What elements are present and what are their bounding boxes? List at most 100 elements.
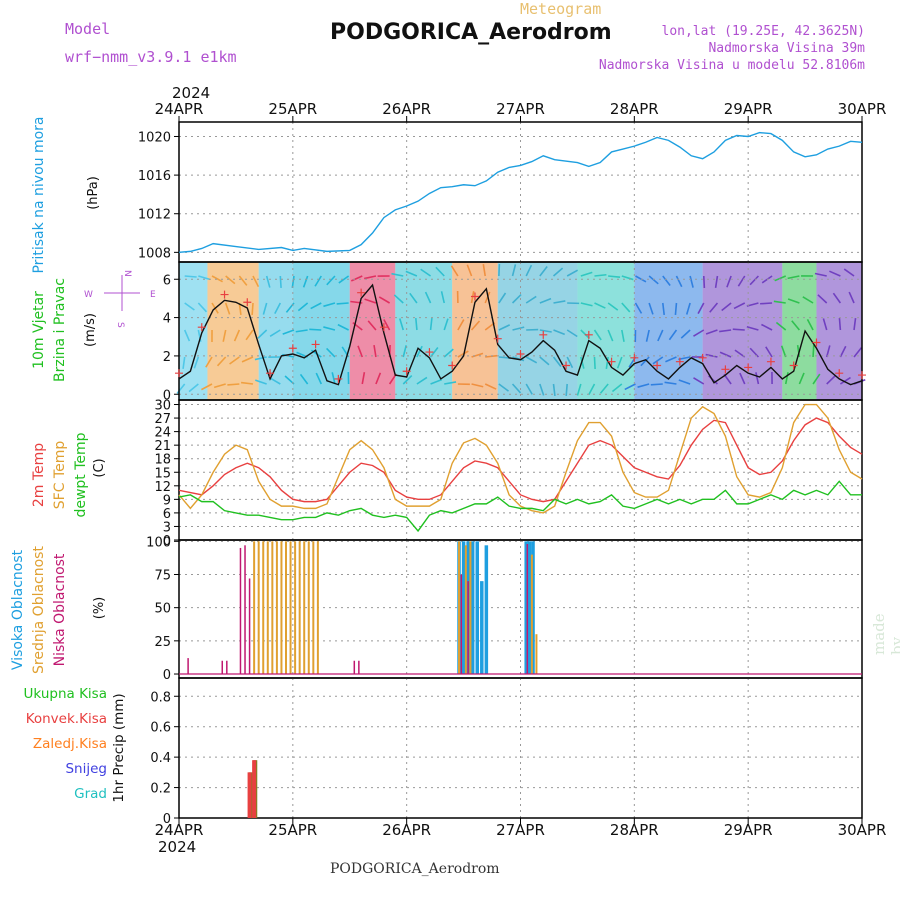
wind-arrow-224	[784, 372, 789, 385]
xtick-label-top-1: 25APR	[268, 100, 317, 118]
wind-arrow-205	[737, 275, 746, 287]
wind-arrow-185	[689, 275, 694, 288]
cloud-bar-1-5	[275, 541, 278, 675]
wind-arrow-70	[364, 275, 377, 280]
pressure-unit: (hPa)	[86, 176, 101, 210]
wind-arrow-160	[621, 275, 634, 281]
wind-arrow-201	[721, 302, 732, 312]
wind-arrow-139	[552, 383, 556, 397]
wind-arrow-73	[373, 345, 377, 358]
wind-arrow-61	[336, 302, 349, 305]
panel-frame-0	[178, 121, 863, 263]
wind-arrow-194	[693, 377, 705, 385]
cloud-bar-2-3	[239, 547, 242, 675]
compass-n: N	[122, 270, 132, 277]
wind-arrow-164	[611, 383, 623, 393]
wind-arrow-69	[361, 372, 366, 385]
cloud-bar-1-14	[316, 541, 319, 675]
ytick-label-1-3: 6	[163, 273, 171, 288]
temp-2m-line	[178, 417, 863, 503]
wind-arrow-83	[402, 345, 407, 358]
wind-arrow-179	[650, 383, 663, 386]
ytick-label-2-2: 6	[163, 507, 171, 522]
gust-marker-28	[493, 334, 502, 343]
cloud-bar-2-2	[226, 660, 228, 675]
ytick-label-2-7: 21	[154, 439, 171, 454]
wind-arrow-96	[440, 291, 446, 304]
wind-arrow-80	[391, 272, 404, 277]
ytick-label-2-1: 3	[163, 520, 171, 535]
wind-arrow-14	[201, 383, 213, 391]
wind-arrow-187	[680, 329, 691, 339]
wind-arrow-47	[295, 329, 308, 333]
cloud-unit: (%)	[92, 597, 107, 620]
wind-arrow-200	[726, 275, 732, 288]
ytick-label-0-3: 1020	[138, 130, 171, 145]
wind-arrow-115	[498, 263, 501, 277]
cloud-bar-0-8	[527, 541, 532, 675]
wind-arrow-32	[257, 329, 268, 339]
cloud-bar-0-1	[461, 541, 466, 675]
gust-marker-54	[789, 361, 798, 370]
wind-arrow-242	[838, 317, 842, 331]
wind-arrow-19	[213, 383, 226, 389]
gust-marker-56	[812, 338, 821, 347]
wind-arrow-166	[634, 302, 643, 314]
wind-arrow-130	[539, 265, 548, 277]
wind-arrow-198	[705, 353, 718, 358]
wind-arrow-155	[608, 275, 621, 278]
xtick-label-bottom-3: 27APR	[496, 821, 545, 839]
wind-arrow-234	[812, 373, 821, 385]
gust-marker-8	[266, 369, 275, 378]
temp-sfc-label: SFC Temp	[52, 441, 68, 510]
wind-arrow-59	[331, 372, 336, 385]
cloud-bar-0-7	[524, 541, 528, 675]
wind-arrow-1	[184, 302, 195, 311]
wind-arrow-241	[832, 292, 842, 304]
wind-unit: (m/s)	[83, 313, 98, 347]
wind-arrow-117	[498, 324, 511, 331]
wind-arrow-82	[398, 318, 405, 331]
wind-arrow-151	[594, 302, 606, 309]
wind-arrow-225	[787, 275, 800, 280]
precip-conv-label: Konvek.Kisa	[25, 711, 107, 727]
cloud-bar-0-5	[480, 581, 484, 675]
gust-marker-38	[607, 357, 616, 366]
wind-arrow-153	[593, 356, 596, 370]
wind-band-6	[452, 262, 498, 400]
cloud-bar-1-0	[253, 541, 256, 675]
wind-arrow-42	[282, 329, 295, 335]
wind-arrow-146	[580, 302, 593, 307]
gust-marker-24	[448, 361, 457, 370]
wind-arrow-191	[697, 302, 705, 314]
wind-arrow-233	[812, 344, 815, 358]
xtick-label-bottom-0: 24APR	[155, 821, 204, 839]
wind-arrow-182	[668, 329, 678, 341]
xtick-label-bottom-2: 26APR	[382, 821, 431, 839]
wind-arrow-100	[450, 265, 459, 277]
wind-arrow-180	[675, 275, 683, 288]
cloud-bar-1-1	[257, 541, 260, 675]
wind-arrow-10	[211, 275, 223, 283]
gust-marker-22	[425, 348, 434, 357]
ytick-label-4-0: 0	[163, 812, 171, 827]
pressure-name: Pritisak na nivou mora	[31, 116, 47, 273]
ytick-label-0-1: 1012	[138, 208, 171, 223]
wind-arrow-134	[539, 383, 545, 396]
wind-arrow-95	[435, 266, 445, 277]
wind-arrow-13	[205, 356, 213, 368]
wind-arrow-203	[719, 351, 732, 358]
cloud-low-label: Niska Oblacnost	[52, 553, 68, 666]
wind-arrow-88	[416, 345, 423, 358]
wind-arrow-54	[315, 372, 323, 385]
wind-arrow-132	[539, 329, 552, 333]
wind-arrow-159	[599, 383, 609, 394]
wind-arrow-8	[193, 356, 200, 369]
wind-band-4	[349, 262, 396, 400]
wind-arrow-93	[429, 346, 439, 358]
cloud-bar-0-3	[470, 541, 475, 675]
ytick-label-4-2: 0.4	[150, 751, 171, 766]
wind-arrow-165	[635, 275, 647, 283]
cloud-bar-0-9	[531, 541, 535, 675]
